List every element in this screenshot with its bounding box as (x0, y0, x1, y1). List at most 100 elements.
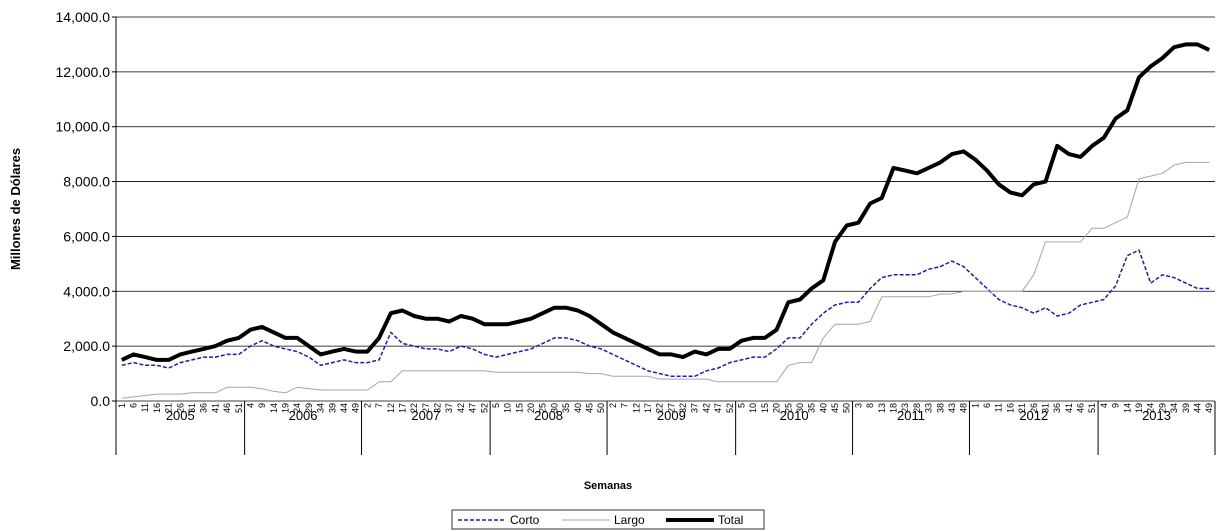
x-tick-label: 44 (1192, 403, 1202, 413)
x-tick-label: 23 (900, 403, 910, 413)
x-tick-label: 50 (596, 403, 606, 413)
x-tick-label: 3 (853, 403, 863, 408)
y-tick-label: 8,000.0 (63, 174, 110, 190)
x-tick-label: 36 (1052, 403, 1062, 413)
x-tick-label: 52 (479, 403, 489, 413)
x-tick-label: 16 (152, 403, 162, 413)
x-tick-label: 24 (1146, 403, 1156, 413)
group-label: 2013 (1142, 408, 1171, 423)
x-tick-label: 22 (655, 403, 665, 413)
x-tick-label: 32 (433, 403, 443, 413)
x-tick-label: 34 (1169, 403, 1179, 413)
x-tick-label: 34 (316, 403, 326, 413)
x-tick-label: 30 (795, 403, 805, 413)
x-tick-label: 19 (281, 403, 291, 413)
x-tick-label: 1 (117, 403, 127, 408)
legend-label: Total (718, 513, 743, 527)
x-tick-label: 7 (374, 403, 384, 408)
x-tick-label: 42 (456, 403, 466, 413)
x-tick-label: 17 (397, 403, 407, 413)
x-tick-label: 30 (549, 403, 559, 413)
x-tick-label: 50 (842, 403, 852, 413)
x-tick-label: 52 (725, 403, 735, 413)
x-tick-label: 5 (736, 403, 746, 408)
x-tick-label: 18 (888, 403, 898, 413)
group-label: 2010 (780, 408, 809, 423)
x-tick-label: 35 (807, 403, 817, 413)
x-tick-label: 14 (1122, 403, 1132, 413)
group-label: 2006 (289, 408, 318, 423)
x-tick-label: 14 (269, 403, 279, 413)
group-label: 2008 (534, 408, 563, 423)
x-tick-label: 39 (1181, 403, 1191, 413)
x-tick-label: 31 (1040, 403, 1050, 413)
x-tick-label: 33 (924, 403, 934, 413)
x-tick-label: 20 (526, 403, 536, 413)
x-tick-label: 15 (514, 403, 524, 413)
y-tick-label: 4,000.0 (63, 283, 110, 299)
x-tick-label: 5 (491, 403, 501, 408)
x-tick-label: 32 (678, 403, 688, 413)
x-tick-label: 44 (339, 403, 349, 413)
x-tick-label: 26 (175, 403, 185, 413)
group-label: 2012 (1019, 408, 1048, 423)
series-line (120, 42, 1211, 362)
x-tick-label: 17 (643, 403, 653, 413)
x-tick-label: 45 (585, 403, 595, 413)
x-tick-label: 13 (877, 403, 887, 413)
x-tick-label: 11 (994, 403, 1004, 412)
x-tick-label: 51 (234, 403, 244, 413)
x-tick-label: 8 (865, 403, 875, 408)
x-tick-label: 47 (713, 403, 723, 413)
x-tick-label: 45 (830, 403, 840, 413)
x-tick-label: 2 (608, 403, 618, 408)
x-tick-label: 49 (351, 403, 361, 413)
x-tick-label: 25 (538, 403, 548, 413)
x-axis-title: Semanas (584, 480, 632, 492)
x-tick-label: 21 (1017, 403, 1027, 413)
x-tick-label: 16 (1005, 403, 1015, 413)
x-tick-label: 25 (783, 403, 793, 413)
group-label: 2007 (411, 408, 440, 423)
x-tick-label: 10 (748, 403, 758, 413)
x-tick-label: 12 (386, 403, 396, 413)
x-tick-label: 19 (1134, 403, 1144, 413)
group-label: 2005 (166, 408, 195, 423)
x-tick-label: 51 (1087, 403, 1097, 413)
x-tick-label: 31 (187, 403, 197, 413)
x-tick-label: 49 (1204, 403, 1214, 413)
x-tick-label: 12 (631, 403, 641, 413)
x-tick-label: 37 (444, 403, 454, 413)
x-tick-label: 1 (970, 403, 980, 408)
x-tick-label: 46 (1076, 403, 1086, 413)
group-label: 2009 (657, 408, 686, 423)
x-tick-label: 7 (620, 403, 630, 408)
x-tick-label: 43 (947, 403, 957, 413)
x-tick-label: 28 (912, 403, 922, 413)
x-tick-label: 20 (772, 403, 782, 413)
x-tick-label: 41 (1064, 403, 1074, 413)
y-tick-label: 10,000.0 (56, 119, 111, 135)
x-tick-label: 22 (409, 403, 419, 413)
legend-label: Largo (614, 513, 645, 527)
y-tick-label: 6,000.0 (63, 228, 110, 244)
y-tick-label: 14,000.0 (56, 9, 111, 25)
x-tick-label: 24 (292, 403, 302, 413)
x-tick-label: 21 (164, 403, 174, 413)
y-tick-label: 12,000.0 (56, 64, 111, 80)
x-tick-label: 15 (760, 403, 770, 413)
x-tick-label: 26 (1029, 403, 1039, 413)
series-line (121, 161, 1210, 399)
y-tick-label: 0.0 (91, 393, 111, 409)
x-tick-label: 4 (245, 403, 255, 408)
x-tick-label: 40 (573, 403, 583, 413)
x-tick-label: 9 (1111, 403, 1121, 408)
series-line (121, 249, 1210, 378)
x-tick-label: 46 (222, 403, 232, 413)
x-tick-label: 2 (362, 403, 372, 408)
x-tick-label: 40 (818, 403, 828, 413)
y-axis-title: Millones de Dólares (8, 148, 23, 270)
x-tick-label: 6 (982, 403, 992, 408)
x-tick-label: 41 (210, 403, 220, 413)
